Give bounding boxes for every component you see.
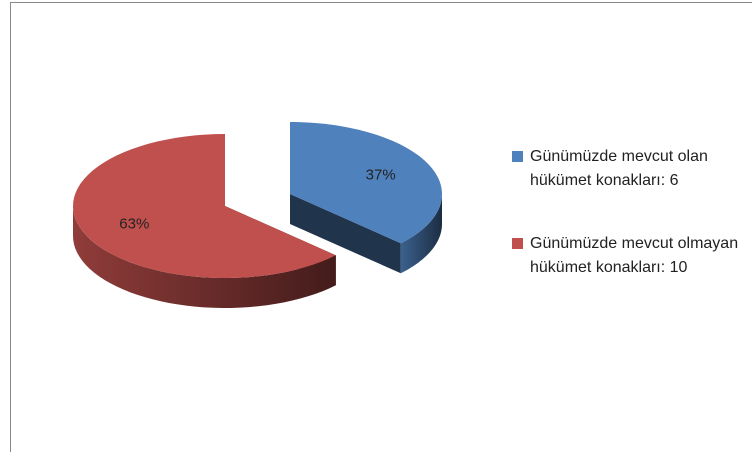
legend-swatch bbox=[512, 238, 523, 249]
legend-item: Günümüzde mevcut olan hükümet konakları:… bbox=[512, 145, 740, 193]
data-label: 37% bbox=[366, 166, 396, 183]
data-label: 63% bbox=[119, 216, 149, 233]
legend-label: Günümüzde mevcut olan hükümet konakları:… bbox=[530, 148, 708, 189]
chart-frame bbox=[10, 2, 752, 452]
slice-side bbox=[400, 194, 442, 274]
legend-swatch bbox=[512, 151, 523, 162]
legend-item: Günümüzde mevcut olmayan hükümet konakla… bbox=[512, 232, 740, 280]
slice bbox=[290, 122, 442, 274]
legend-label: Günümüzde mevcut olmayan hükümet konakla… bbox=[530, 235, 739, 276]
slice-top bbox=[290, 122, 442, 244]
slice-edge bbox=[290, 194, 401, 274]
slice-side bbox=[73, 206, 336, 308]
slice-top bbox=[73, 134, 336, 278]
slice bbox=[73, 134, 336, 308]
